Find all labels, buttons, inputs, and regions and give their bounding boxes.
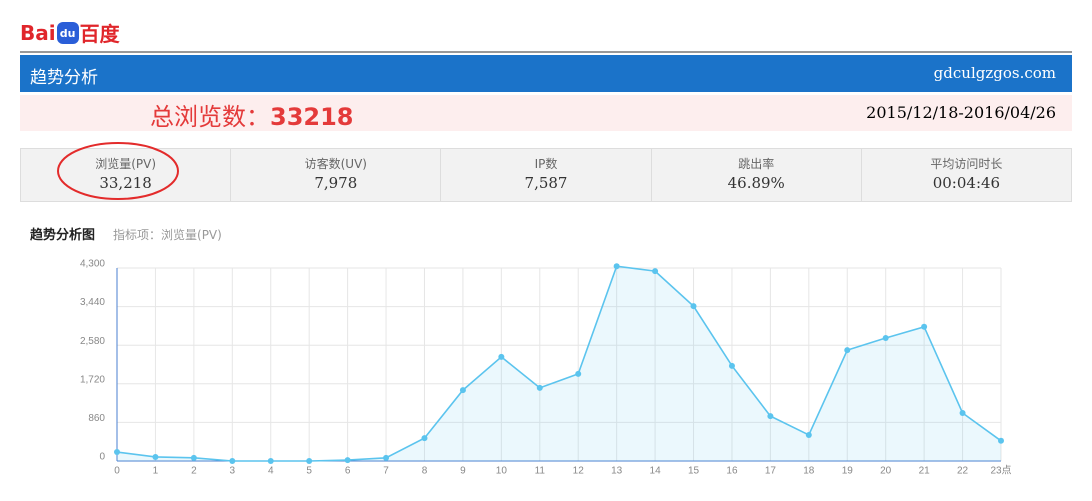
point bbox=[306, 458, 313, 464]
x-tick-label: 9 bbox=[460, 466, 466, 477]
x-tick-label: 17 bbox=[765, 466, 777, 477]
stat-cell[interactable]: 访客数(UV) 7,978 bbox=[231, 149, 442, 201]
x-tick-label: 7 bbox=[383, 466, 389, 477]
total-label: 总浏览数： bbox=[150, 103, 270, 131]
y-tick-label: 3,440 bbox=[80, 297, 105, 308]
stats-row: 浏览量(PV) 33,218 访客数(UV) 7,978 IP数 7,587 跳出率 46.8… bbox=[20, 148, 1072, 202]
stat-value: 7,587 bbox=[524, 174, 568, 192]
logo-text: 百度 bbox=[79, 22, 120, 46]
total-annotation: 总浏览数：33218 bbox=[150, 97, 354, 132]
logo[interactable]: Bai du 百度 bbox=[20, 18, 120, 47]
stat-label: IP数 bbox=[534, 157, 558, 171]
site-name: gdculgzgos.com bbox=[933, 64, 1056, 82]
stat-value: 33,218 bbox=[99, 174, 152, 192]
x-tick-label: 0 bbox=[114, 466, 120, 477]
stat-cell[interactable]: 跳出率 46.89% bbox=[651, 149, 862, 201]
y-tick-label: 4,300 bbox=[80, 259, 105, 270]
x-tick-label: 19 bbox=[842, 466, 854, 477]
point bbox=[229, 458, 236, 464]
header-bar: 趋势分析 gdculgzgos.com bbox=[20, 55, 1072, 92]
highlight-ellipse bbox=[57, 142, 179, 200]
x-tick-label: 1 bbox=[153, 466, 159, 477]
point bbox=[498, 353, 505, 360]
point bbox=[613, 263, 620, 270]
y-tick-label: 860 bbox=[88, 413, 105, 424]
y-tick-label: 1,720 bbox=[80, 374, 105, 385]
summary-bar: 总浏览数：33218 2015/12/18-2016/04/26 bbox=[20, 95, 1072, 131]
stat-label: 平均访问时长 bbox=[930, 157, 1003, 171]
stat-value: 46.89% bbox=[727, 174, 785, 192]
date-range: 2015/12/18-2016/04/26 bbox=[866, 103, 1056, 122]
point bbox=[575, 370, 582, 377]
x-tick-label: 20 bbox=[880, 466, 892, 477]
stat-label: 访客数(UV) bbox=[304, 157, 367, 171]
point bbox=[959, 409, 966, 416]
point bbox=[844, 347, 851, 354]
logo-paw: du bbox=[56, 21, 79, 44]
stat-label: 跳出率 bbox=[738, 157, 775, 171]
point bbox=[805, 431, 812, 438]
header-title: 趋势分析 bbox=[30, 68, 98, 88]
point bbox=[114, 449, 120, 456]
line bbox=[116, 265, 1002, 462]
logo-text: Bai bbox=[20, 20, 56, 45]
point bbox=[690, 303, 697, 310]
y-tick-label: 0 bbox=[99, 452, 105, 463]
x-tick-label: 16 bbox=[726, 466, 738, 477]
y-tick-label: 2,580 bbox=[80, 336, 105, 347]
x-tick-label: 6 bbox=[345, 466, 351, 477]
x-tick-label: 10 bbox=[496, 466, 508, 477]
area-fill bbox=[117, 266, 1001, 461]
point bbox=[383, 454, 390, 461]
metric-label: 指标项：浏览量(PV) bbox=[113, 228, 222, 242]
x-tick-label: 14 bbox=[650, 466, 662, 477]
x-tick-label: 5 bbox=[306, 466, 312, 477]
x-tick-label: 3 bbox=[230, 466, 236, 477]
stat-cell[interactable]: 平均访问时长 00:04:46 bbox=[861, 149, 1072, 201]
x-tick-label: 21 bbox=[919, 466, 931, 477]
x-tick-label: 22 bbox=[957, 466, 969, 477]
point bbox=[344, 457, 351, 464]
point bbox=[536, 384, 543, 391]
point bbox=[421, 435, 428, 442]
point bbox=[152, 453, 159, 460]
x-tick-label: 15 bbox=[688, 466, 700, 477]
total-value: 33218 bbox=[270, 103, 354, 131]
point bbox=[459, 387, 466, 394]
x-tick-label: 23点 bbox=[990, 465, 1011, 477]
x-tick-label: 13 bbox=[611, 466, 623, 477]
x-tick-label: 8 bbox=[422, 466, 428, 477]
point bbox=[728, 362, 735, 369]
point bbox=[767, 413, 774, 420]
stat-cell[interactable]: 浏览量(PV) 33,218 bbox=[21, 149, 232, 201]
x-tick-label: 4 bbox=[268, 466, 274, 477]
section-header: 趋势分析图 指标项：浏览量(PV) bbox=[30, 224, 222, 243]
point bbox=[190, 454, 197, 461]
stat-value: 00:04:46 bbox=[932, 174, 1001, 192]
stat-value: 7,978 bbox=[314, 174, 358, 192]
point bbox=[998, 437, 1004, 444]
x-tick-label: 11 bbox=[535, 466, 546, 477]
stat-label: 浏览量(PV) bbox=[95, 157, 156, 171]
point bbox=[652, 268, 659, 275]
x-tick-label: 18 bbox=[803, 466, 815, 477]
x-tick-label: 2 bbox=[191, 466, 197, 477]
point bbox=[267, 458, 274, 464]
point bbox=[882, 335, 889, 342]
stat-cell[interactable]: IP数 7,587 bbox=[441, 149, 652, 201]
x-tick-label: 12 bbox=[573, 466, 585, 477]
point bbox=[921, 323, 928, 330]
section-title: 趋势分析图 bbox=[30, 228, 96, 243]
divider bbox=[20, 51, 1072, 53]
